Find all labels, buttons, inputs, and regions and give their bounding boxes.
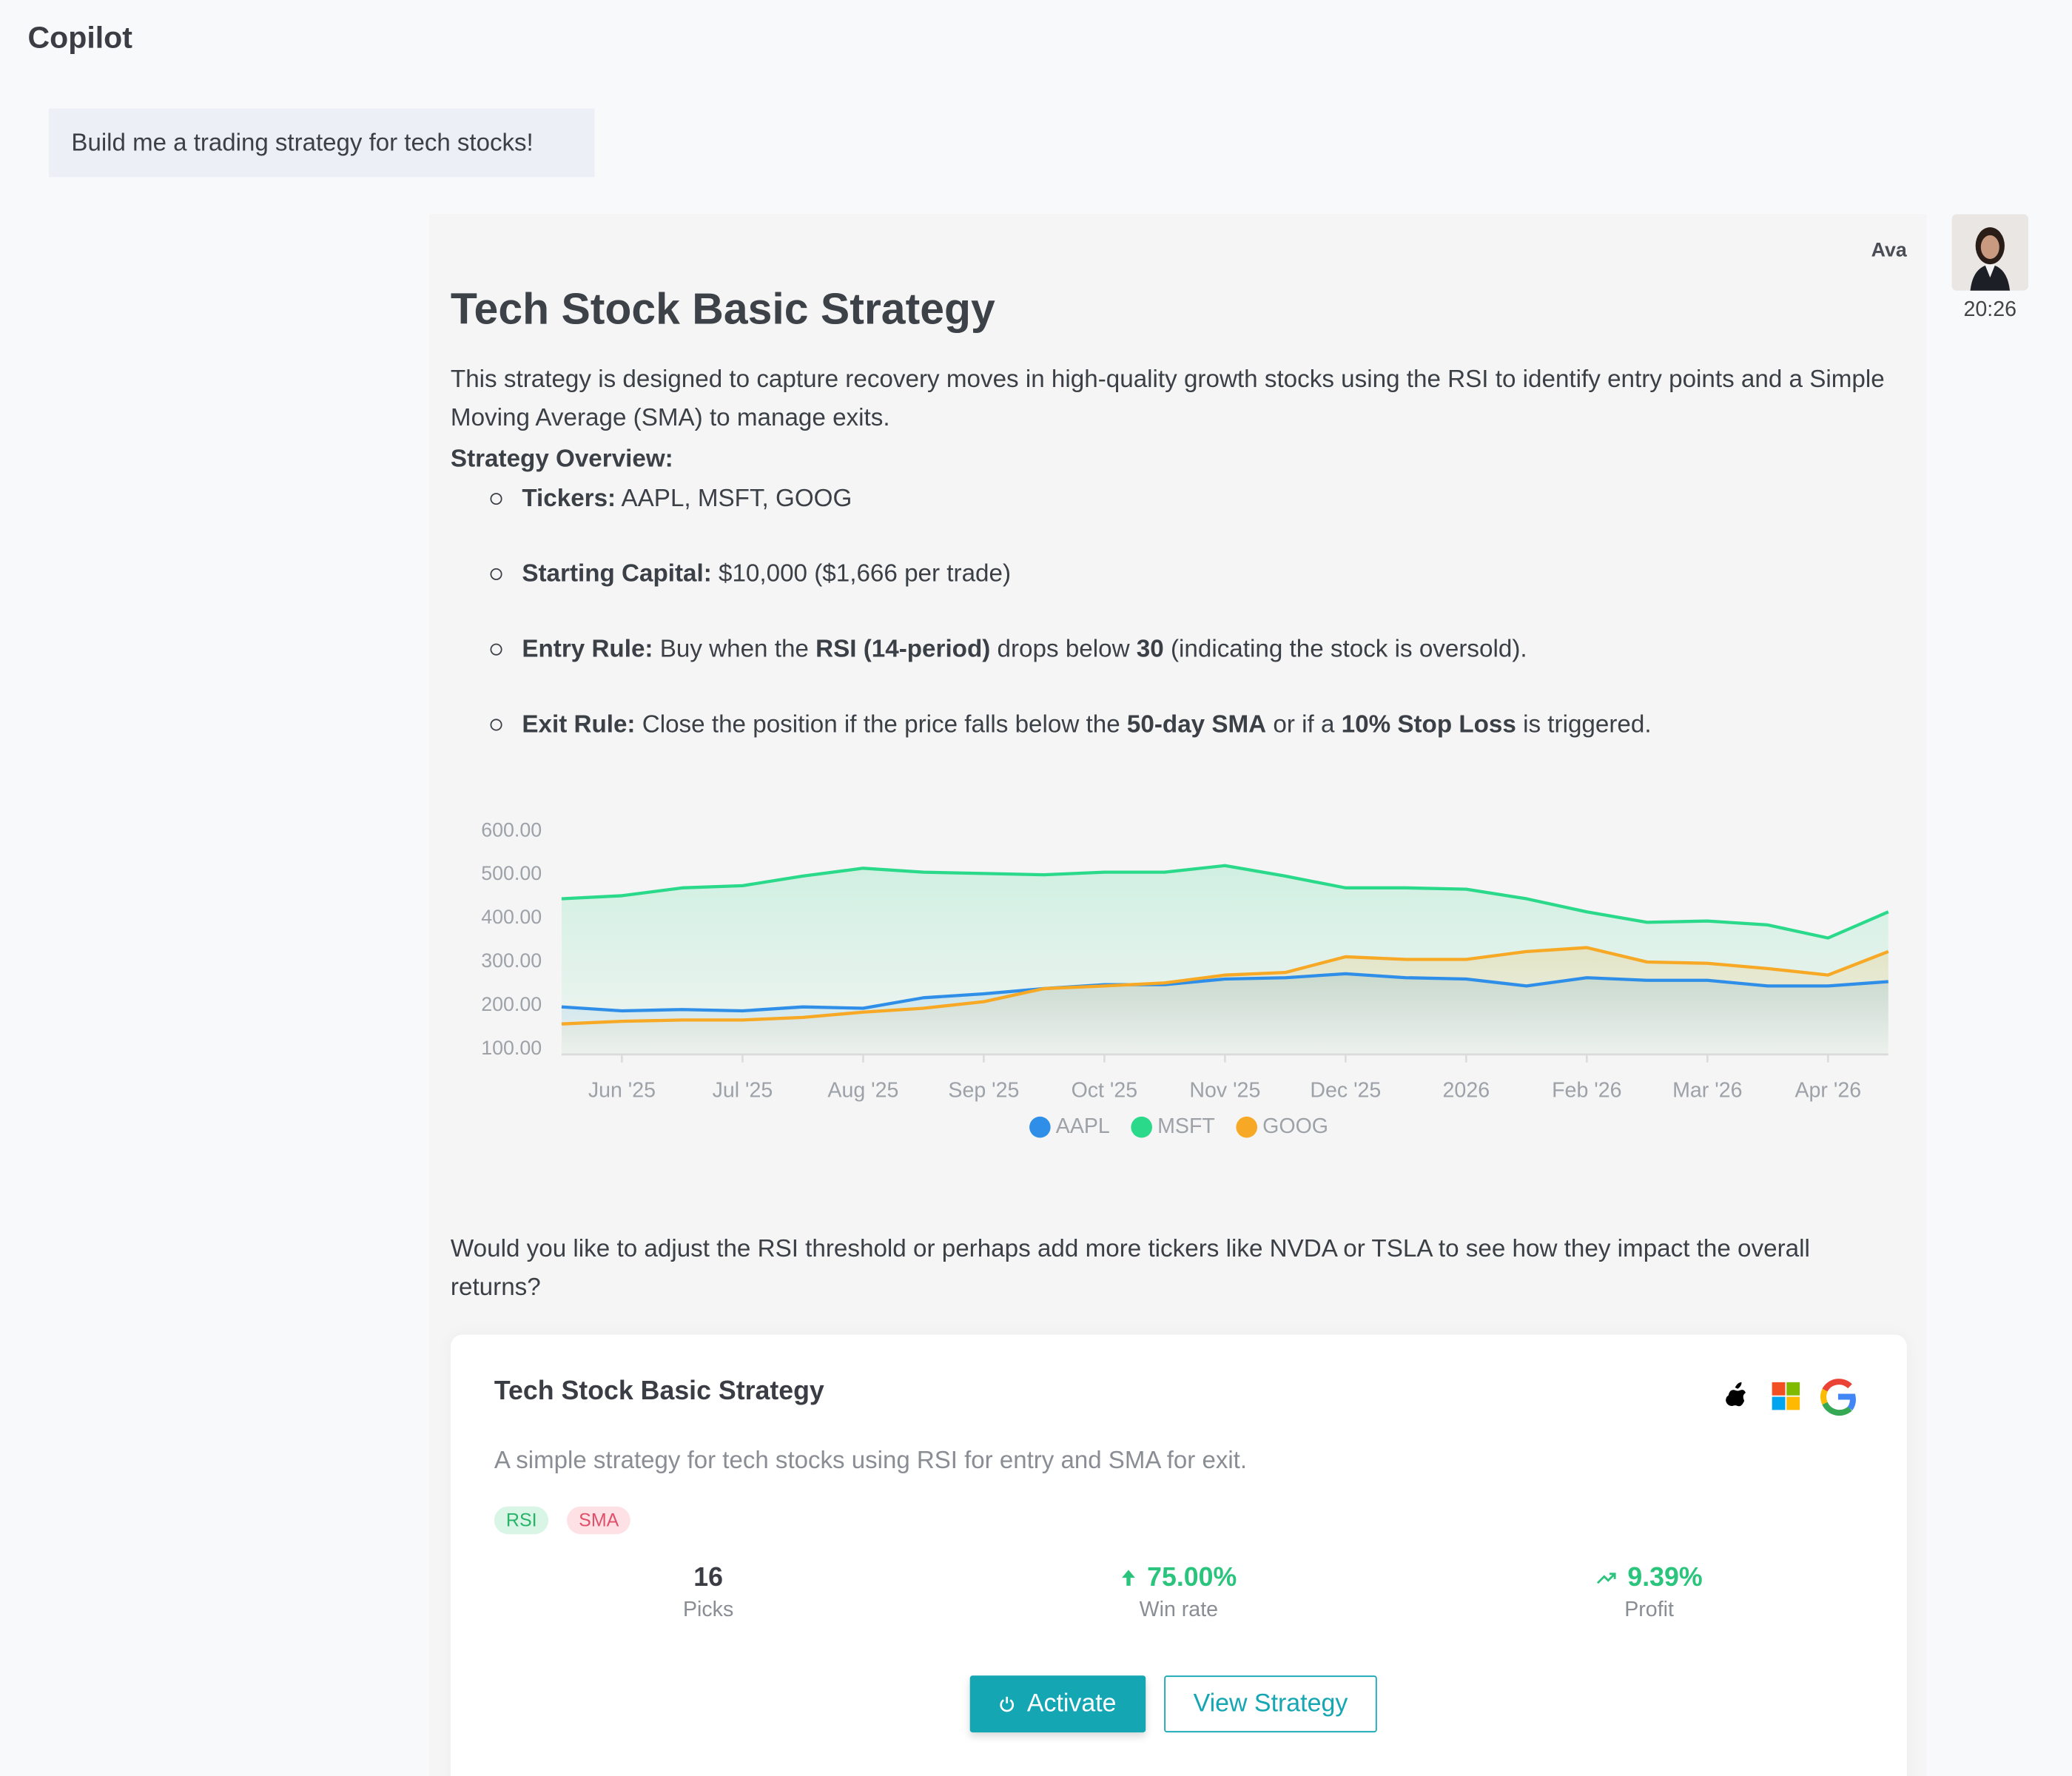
bold-text: Exit Rule:: [522, 709, 636, 738]
bullet-text: Tickers: AAPL, MSFT, GOOG: [522, 482, 852, 514]
activate-button[interactable]: Activate: [969, 1675, 1146, 1733]
tag: RSI: [494, 1506, 549, 1535]
legend-label: MSFT: [1157, 1114, 1215, 1138]
legend-marker: [1029, 1116, 1051, 1138]
legend-marker: [1131, 1116, 1152, 1138]
user-message: Build me a trading strategy for tech sto…: [49, 108, 595, 178]
stat: 75.00% Win rate: [1020, 1559, 1338, 1623]
button-label: Activate: [1026, 1689, 1117, 1718]
bullet-text: Entry Rule: Buy when the RSI (14-period)…: [522, 633, 1527, 665]
x-tick-label: 2026: [1443, 1079, 1490, 1103]
strategy-card: [450, 1334, 1907, 1776]
text: AAPL, MSFT, GOOG: [616, 483, 852, 512]
text: Buy when the: [653, 634, 816, 662]
x-tick-label: Feb '26: [1552, 1079, 1621, 1103]
bold-text: RSI (14-period): [815, 634, 991, 662]
view-strategy-button[interactable]: View Strategy: [1164, 1675, 1377, 1733]
stat-label: Win rate: [1139, 1598, 1219, 1622]
stat-value-text: 16: [693, 1562, 724, 1592]
stat: 16 Picks: [550, 1559, 867, 1623]
stat-label: Profit: [1624, 1598, 1674, 1622]
text: drops below: [990, 634, 1137, 662]
microsoft-logo: [1772, 1396, 1786, 1410]
bullet-text: Exit Rule: Close the position if the pri…: [522, 708, 1651, 740]
bullet-marker: [490, 492, 502, 505]
x-tick-label: Oct '25: [1072, 1079, 1138, 1103]
stat-value-text: 9.39%: [1627, 1562, 1703, 1592]
card-title: Tech Stock Basic Strategy: [494, 1376, 824, 1406]
bold-text: 30: [1136, 634, 1164, 662]
message-time: 20:26: [1963, 298, 2017, 321]
power-icon: [1000, 1696, 1015, 1712]
overview-heading: Strategy Overview:: [450, 444, 673, 472]
y-tick-label: 200.00: [481, 993, 542, 1015]
text: or if a: [1266, 709, 1342, 738]
chart: 100.00 200.00 300.00 400.00 500.00 600.00 Jun …: [481, 818, 1889, 1138]
x-tick-label: Apr '26: [1794, 1079, 1861, 1103]
bullet-item: Exit Rule: Close the position if the pri…: [490, 708, 1652, 740]
card-description: A simple strategy for tech stocks using …: [494, 1445, 1248, 1474]
bullet-item: Starting Capital: $10,000 ($1,666 per tr…: [490, 558, 1011, 590]
stat-value-text: 75.00%: [1147, 1562, 1237, 1592]
stat-value: 75.00%: [1020, 1559, 1338, 1596]
bullet-marker: [490, 718, 502, 730]
avatar-image: [1951, 214, 2029, 291]
trend-icon: [1596, 1572, 1615, 1584]
bold-text: 10% Stop Loss: [1341, 709, 1516, 738]
ticker-logos: [1726, 1379, 1856, 1416]
avatar: [1951, 214, 2029, 291]
legend-label: AAPL: [1056, 1114, 1110, 1138]
x-tick-label: Dec '25: [1310, 1079, 1381, 1103]
intro-text: This strategy is designed to capture rec…: [450, 364, 1885, 431]
microsoft-logo: [1786, 1382, 1800, 1396]
series-line: [561, 864, 1889, 940]
microsoft-logo: [1772, 1382, 1786, 1396]
series-area: [561, 947, 1888, 1054]
y-tick-label: 500.00: [481, 862, 542, 884]
bold-text: 50-day SMA: [1126, 709, 1267, 738]
message-title: Tech Stock Basic Strategy: [450, 283, 995, 333]
series-line: [561, 972, 1888, 1013]
bold-text: Entry Rule:: [522, 634, 653, 662]
x-tick-label: Jun '25: [588, 1079, 656, 1103]
text: $10,000 ($1,666 per trade): [711, 559, 1012, 587]
apple-logo: [1726, 1382, 1746, 1407]
sender-name: Ava: [1871, 239, 1907, 262]
series-line: [561, 946, 1889, 1026]
text: (indicating the stock is oversold).: [1163, 634, 1527, 662]
bullet-marker: [490, 567, 502, 580]
app-title: Copilot: [27, 19, 132, 55]
stat-label: Picks: [682, 1598, 734, 1622]
y-tick-label: 100.00: [481, 1037, 542, 1059]
up-arrow-icon: [1122, 1570, 1136, 1586]
y-tick-label: 600.00: [481, 818, 542, 841]
bullet-marker: [490, 642, 502, 655]
legend-marker: [1236, 1116, 1258, 1138]
microsoft-logo: [1786, 1396, 1800, 1410]
x-tick-label: Sep '25: [948, 1079, 1019, 1103]
stat: 9.39% Profit: [1490, 1559, 1808, 1623]
text: is triggered.: [1516, 709, 1652, 738]
x-tick-label: Nov '25: [1189, 1079, 1260, 1103]
y-tick-label: 300.00: [481, 949, 542, 972]
bold-text: Starting Capital:: [522, 559, 712, 587]
tag: SMA: [567, 1506, 631, 1535]
bullet-text: Starting Capital: $10,000 ($1,666 per tr…: [522, 558, 1011, 590]
follow-up-text: Would you like to adjust the RSI thresho…: [450, 1234, 1810, 1301]
bold-text: Tickers:: [522, 483, 616, 512]
google-logo: [1820, 1379, 1856, 1416]
legend-label: GOOG: [1262, 1114, 1328, 1138]
stat-value: 16: [550, 1559, 867, 1596]
x-tick-label: Mar '26: [1672, 1079, 1742, 1103]
x-tick-label: Aug '25: [827, 1079, 898, 1103]
bullet-item: Tickers: AAPL, MSFT, GOOG: [490, 482, 852, 514]
x-tick-label: Jul '25: [713, 1079, 773, 1103]
text: Close the position if the price falls be…: [635, 709, 1127, 738]
stat-value: 9.39%: [1490, 1559, 1808, 1596]
y-tick-label: 400.00: [481, 906, 542, 928]
bullet-item: Entry Rule: Buy when the RSI (14-period)…: [490, 633, 1527, 665]
